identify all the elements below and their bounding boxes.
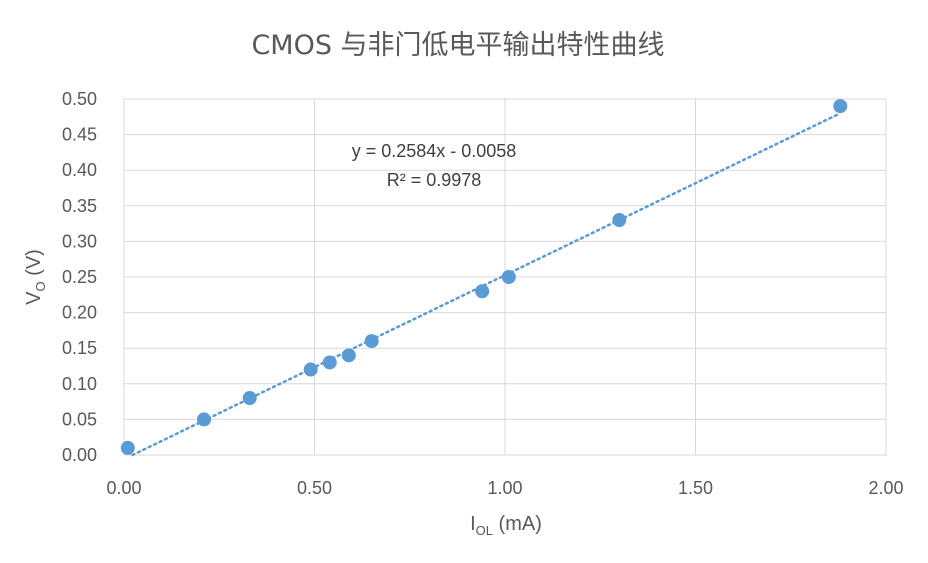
x-axis-title-subscript: OL (476, 523, 493, 538)
y-tick-label: 0.20 (62, 303, 97, 323)
y-tick-label: 0.30 (62, 231, 97, 251)
x-tick-label: 2.00 (868, 478, 903, 498)
data-point (612, 213, 627, 228)
data-point (120, 440, 135, 455)
x-axis-title-unit: (mA) (493, 513, 542, 535)
x-axis-title: IOL (mA) (470, 513, 542, 538)
x-axis-title-main: I (470, 513, 476, 535)
data-point (341, 348, 356, 363)
y-tick-label: 0.50 (62, 89, 97, 109)
trendline-layer (131, 111, 842, 457)
data-point (322, 355, 337, 370)
y-tick-label: 0.05 (62, 409, 97, 429)
y-tick-label: 0.40 (62, 160, 97, 180)
x-tick-label: 0.50 (297, 478, 332, 498)
linear-trendline (131, 111, 842, 457)
y-tick-label: 0.35 (62, 196, 97, 216)
data-point (475, 284, 490, 299)
x-tick-label: 1.00 (487, 478, 522, 498)
trendline-equation: y = 0.2584x - 0.0058 (352, 141, 517, 161)
y-axis-title: VO (V) (23, 249, 48, 305)
data-point (364, 334, 379, 349)
data-point (501, 270, 516, 284)
y-axis-title-unit: (V) (23, 249, 45, 281)
y-axis-title-subscript: O (33, 281, 48, 291)
y-tick-label: 0.45 (62, 125, 97, 145)
data-point (242, 391, 257, 406)
y-tick-label: 0.00 (62, 445, 97, 465)
plot-area-border (123, 98, 887, 456)
y-tick-label: 0.25 (62, 267, 97, 287)
y-tick-label: 0.15 (62, 338, 97, 358)
trendline-r-squared: R² = 0.9978 (387, 170, 482, 190)
data-point (303, 362, 318, 377)
data-points (120, 99, 848, 455)
data-point (197, 412, 212, 427)
y-tick-label: 0.10 (62, 374, 97, 394)
x-tick-labels: 0.00 0.50 1.00 1.50 2.00 (106, 478, 903, 498)
y-tick-labels: 0.00 0.05 0.10 0.15 0.20 0.25 0.30 0.35 0.40 0.45… (62, 89, 97, 465)
x-tick-label: 0.00 (106, 478, 141, 498)
data-point (833, 99, 848, 114)
y-axis-title-main: V (23, 291, 45, 305)
x-tick-label: 1.50 (678, 478, 713, 498)
chart-title: CMOS 与非门低电平输出特性曲线 (251, 30, 664, 61)
